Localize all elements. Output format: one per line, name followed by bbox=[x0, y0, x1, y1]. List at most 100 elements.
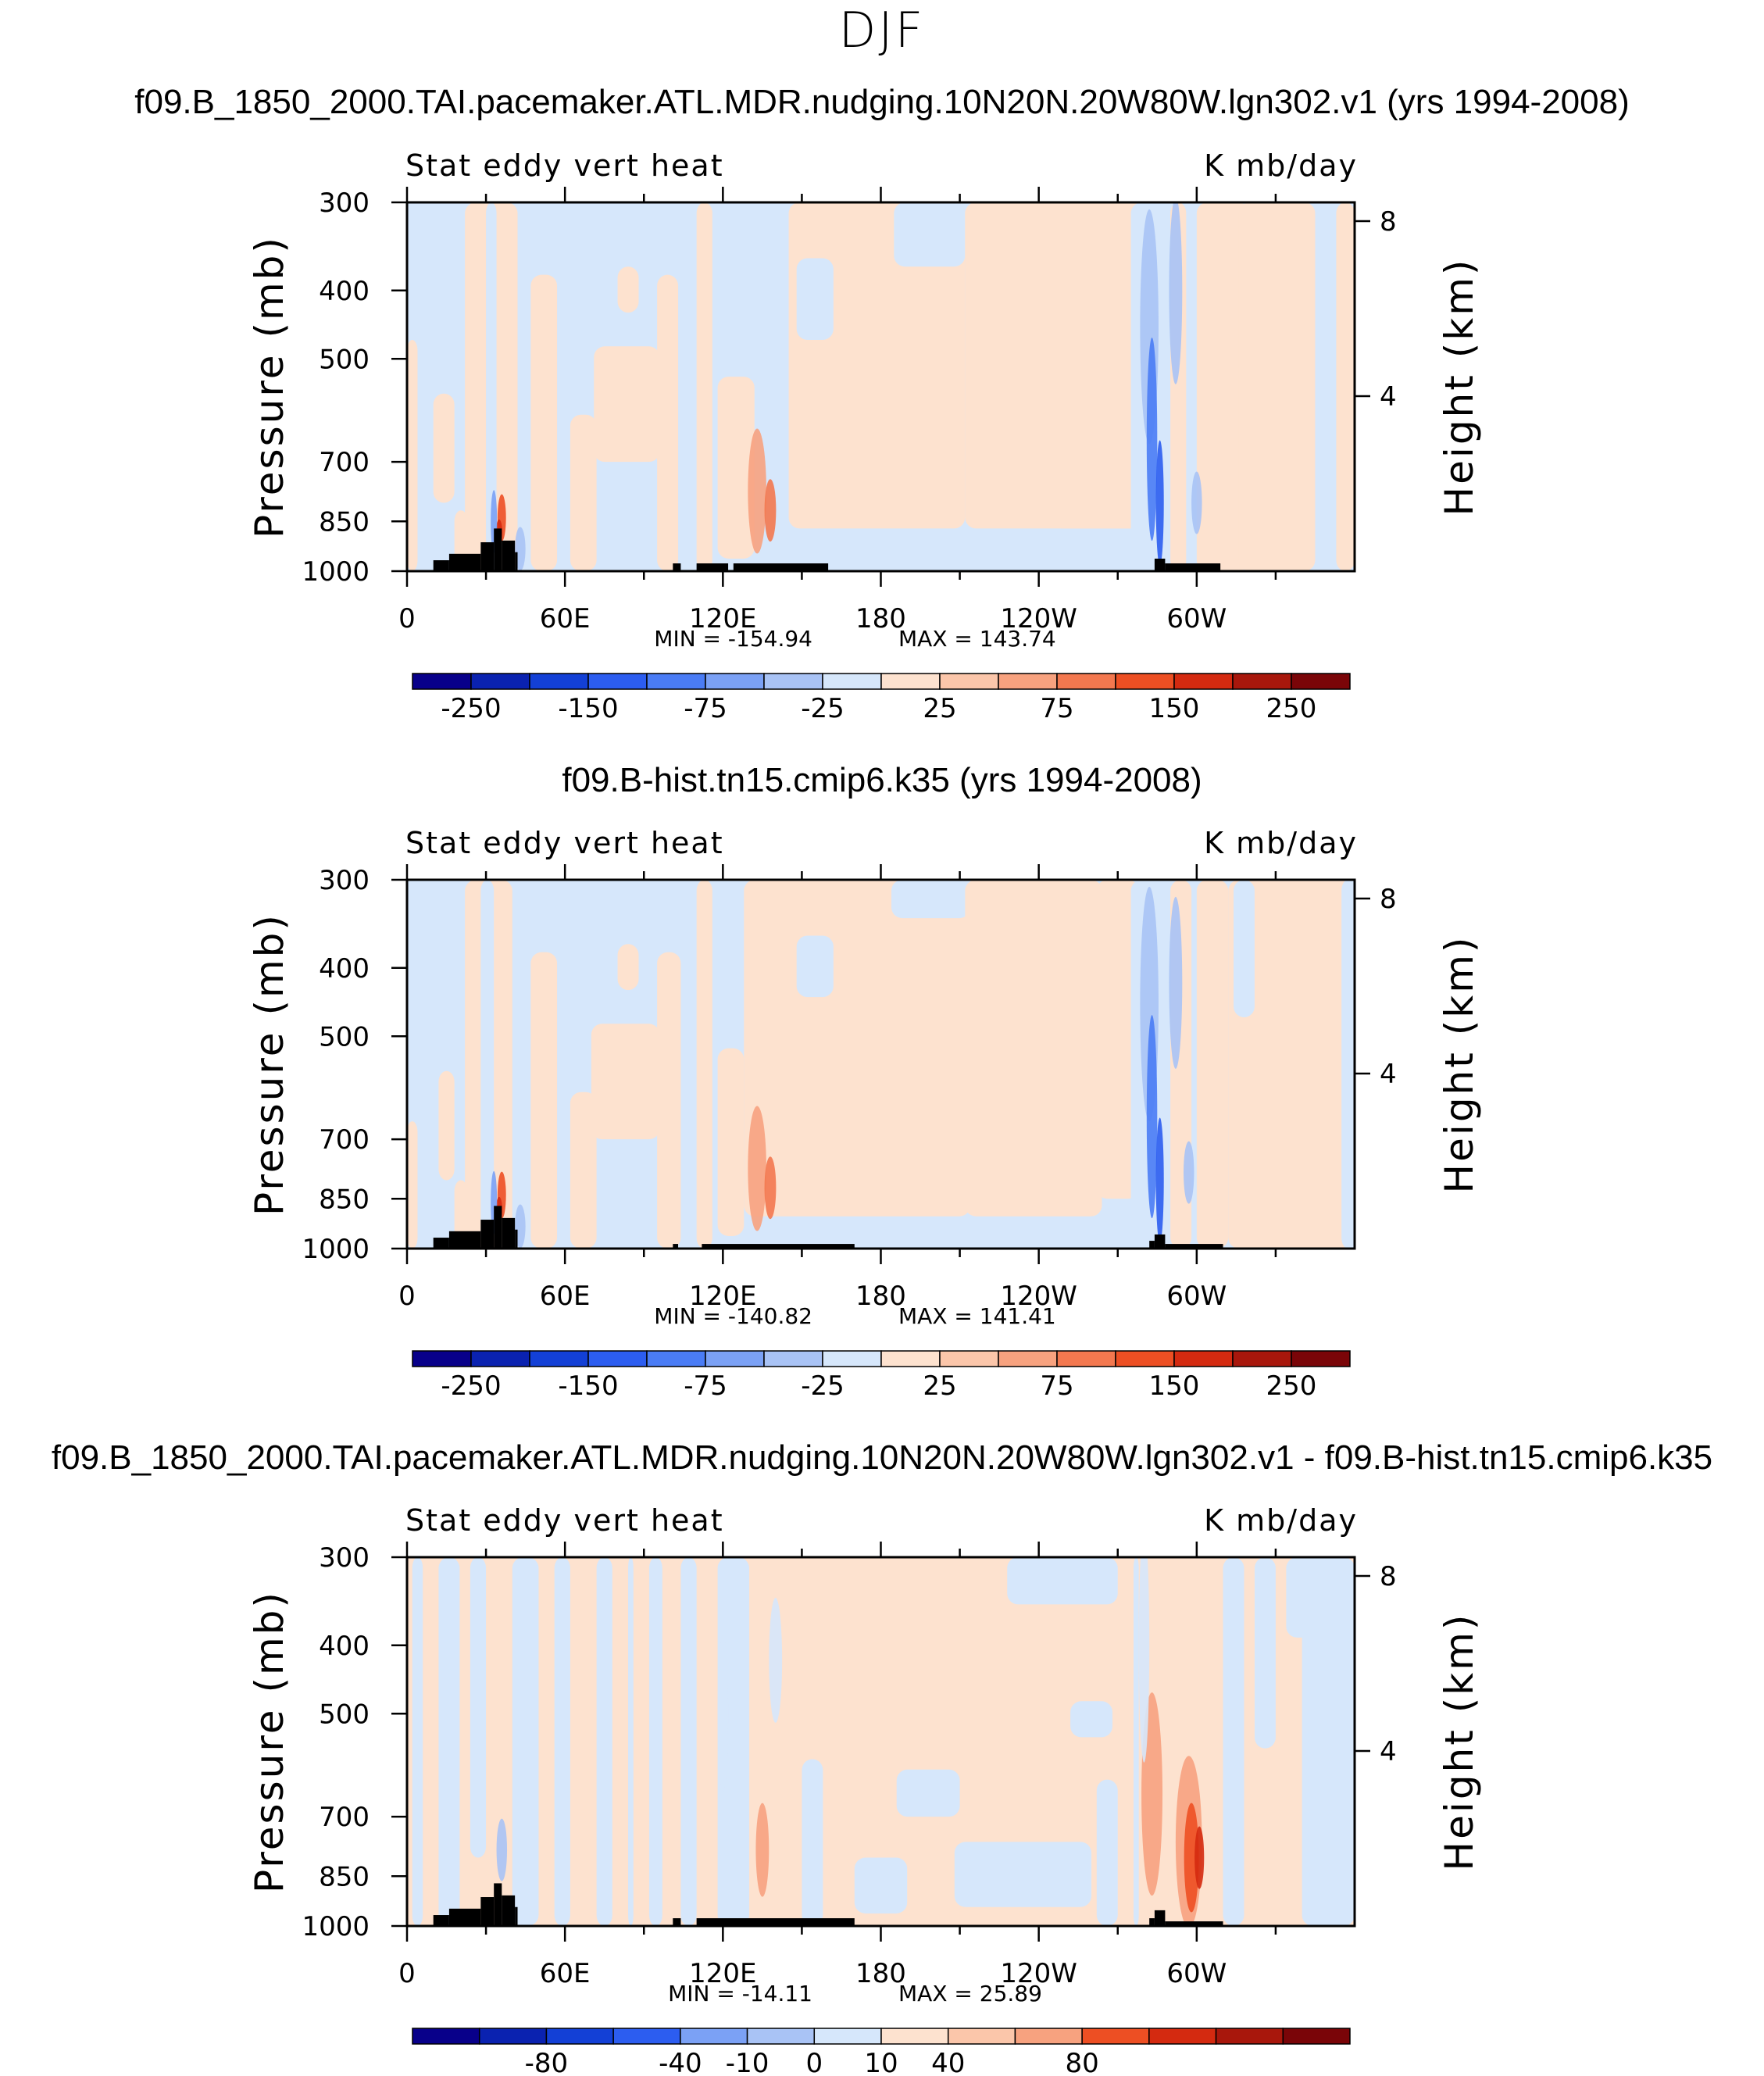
colorbar-swatch bbox=[880, 673, 941, 690]
y-axis-right-title: Height (km) bbox=[1437, 1613, 1482, 1871]
terrain-block bbox=[1149, 1241, 1155, 1249]
colorbar-swatch bbox=[763, 1350, 823, 1367]
x-tick-label: 120W bbox=[1000, 1958, 1077, 1989]
x-tick-label: 60W bbox=[1166, 1281, 1227, 1312]
panel-1-title: f09.B_1850_2000.TAI.pacemaker.ATL.MDR.nu… bbox=[134, 83, 1630, 121]
contour-band bbox=[596, 1557, 612, 1926]
field-name-label: Stat eddy vert heat bbox=[405, 1503, 724, 1538]
x-tick-label: 0 bbox=[398, 1958, 416, 1989]
x-tick-label: 0 bbox=[398, 603, 416, 634]
colorbar-swatch bbox=[880, 1350, 941, 1367]
y-tick-label: 300 bbox=[319, 188, 370, 219]
y-axis-right-title: Height (km) bbox=[1437, 258, 1482, 516]
field-name-label: Stat eddy vert heat bbox=[405, 148, 724, 183]
contour-cell bbox=[1191, 471, 1202, 534]
chart-panel-2: 0 60E 120E 180 120W 60W 300 400 500 700 850 1000 8 4 S… bbox=[247, 826, 1482, 1367]
colorbar-label: 80 bbox=[1066, 2048, 1099, 2076]
colorbar-swatch bbox=[1291, 673, 1351, 690]
contour-band bbox=[854, 1857, 908, 1913]
terrain-block bbox=[502, 1217, 516, 1249]
contour-band bbox=[594, 346, 660, 463]
y-axis-title: Pressure (mb) bbox=[247, 235, 292, 538]
min-value: MIN = -140.82 bbox=[654, 1303, 812, 1329]
contour-band bbox=[648, 1557, 662, 1926]
colorbar-swatch bbox=[880, 2028, 949, 2045]
units-label: K mb/day bbox=[1204, 1503, 1358, 1538]
colorbar-swatch bbox=[545, 2028, 614, 2045]
contour-band bbox=[570, 1092, 597, 1249]
terrain-block bbox=[494, 1883, 502, 1926]
contour-band bbox=[1286, 1557, 1329, 1638]
contour-cell bbox=[769, 1597, 783, 1723]
colorbar-swatch bbox=[587, 673, 648, 690]
contour-cell bbox=[1155, 440, 1164, 566]
contour-band bbox=[1336, 202, 1355, 571]
contour-cell bbox=[1169, 896, 1183, 1069]
terrain-block bbox=[448, 1231, 481, 1249]
terrain-block bbox=[480, 1897, 495, 1926]
contour-cell bbox=[764, 479, 777, 542]
terrain-block bbox=[702, 1244, 855, 1249]
contour-band bbox=[1238, 202, 1316, 571]
colorbar-swatch bbox=[1148, 2028, 1217, 2045]
x-tick-label: 120E bbox=[689, 603, 756, 634]
min-value: MIN = -14.11 bbox=[668, 1981, 812, 2006]
contour-band bbox=[1070, 1701, 1113, 1738]
colorbar-swatch bbox=[1173, 1350, 1234, 1367]
colorbar-label: -25 bbox=[801, 1370, 845, 1402]
y-tick-label: 850 bbox=[319, 506, 370, 538]
colorbar-swatch bbox=[646, 1350, 706, 1367]
colorbar-label: -250 bbox=[441, 693, 501, 724]
contour-cell bbox=[1155, 1117, 1164, 1243]
contour-band bbox=[1096, 1779, 1118, 1926]
colorbar-label: -75 bbox=[684, 1370, 727, 1402]
colorbar-label: 40 bbox=[931, 2048, 965, 2076]
contour-band bbox=[407, 1121, 418, 1249]
x-tick-label: 60E bbox=[540, 1958, 591, 1989]
terrain-block bbox=[733, 563, 829, 571]
colorbar-swatch bbox=[1115, 1350, 1175, 1367]
colorbar-swatch bbox=[1173, 673, 1234, 690]
height-tick-label: 4 bbox=[1380, 1736, 1397, 1767]
contour-band bbox=[894, 202, 966, 267]
contour-band bbox=[657, 952, 681, 1249]
contour-band bbox=[554, 1557, 570, 1926]
terrain-block bbox=[515, 1229, 518, 1249]
contour-cell bbox=[1183, 1141, 1194, 1204]
contour-band bbox=[965, 880, 1102, 1217]
colorbar-swatch bbox=[939, 1350, 999, 1367]
contour-band bbox=[438, 1070, 455, 1181]
colorbar-label: -25 bbox=[801, 693, 845, 724]
y-tick-label: 700 bbox=[319, 447, 370, 478]
contour-band bbox=[530, 952, 558, 1249]
colorbar-label: 0 bbox=[805, 2048, 823, 2076]
terrain-block bbox=[448, 553, 481, 571]
contour-field bbox=[412, 1557, 1355, 1926]
contour-band bbox=[1007, 1557, 1118, 1605]
colorbar-swatch bbox=[529, 673, 589, 690]
y-tick-label: 500 bbox=[319, 344, 370, 375]
contour-cell bbox=[764, 1156, 777, 1220]
colorbar-label: 75 bbox=[1040, 1370, 1073, 1402]
colorbar-label: 250 bbox=[1266, 1370, 1317, 1402]
contour-band bbox=[433, 393, 455, 503]
colorbar-swatch bbox=[1056, 1350, 1116, 1367]
colorbar-swatch bbox=[746, 2028, 816, 2045]
terrain-block bbox=[433, 560, 449, 571]
x-tick-label: 120E bbox=[689, 1958, 756, 1989]
terrain-block bbox=[1165, 563, 1221, 571]
colorbar-swatch bbox=[680, 2028, 748, 2045]
colorbar-label: -75 bbox=[684, 693, 727, 724]
colorbar-swatch bbox=[612, 2028, 681, 2045]
colorbar-swatch bbox=[412, 1350, 472, 1367]
terrain-block bbox=[673, 1918, 681, 1926]
colorbar-label: 75 bbox=[1040, 693, 1073, 724]
x-tick-label: 120E bbox=[689, 1281, 756, 1312]
colorbar-swatch bbox=[939, 673, 999, 690]
x-tick-label: 60E bbox=[540, 1281, 591, 1312]
contour-band bbox=[617, 944, 639, 991]
terrain-block bbox=[696, 563, 729, 571]
contour-band bbox=[480, 880, 495, 1249]
terrain-block bbox=[433, 1238, 449, 1249]
